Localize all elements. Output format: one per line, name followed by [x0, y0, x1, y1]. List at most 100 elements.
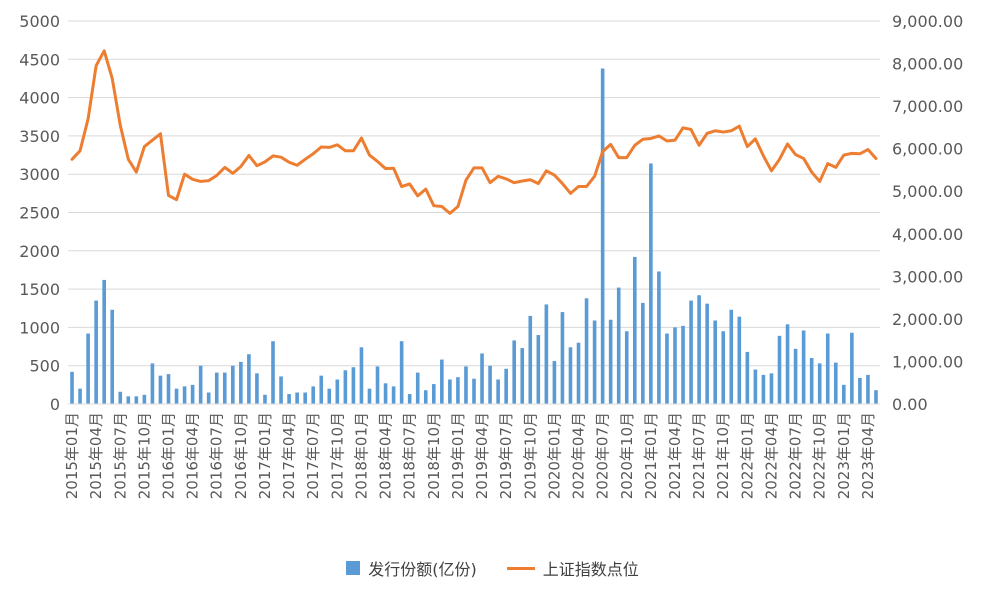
x-axis: 2015年01月 2015年04月 2015年07月 2015年10月 2016年01月…: [63, 403, 880, 499]
bar: [319, 375, 324, 404]
x-tick-label: 2019年04月: [473, 412, 491, 499]
bar: [343, 370, 348, 404]
bar: [793, 348, 798, 404]
bar: [536, 335, 541, 404]
x-tick-label: 2022年10月: [811, 412, 829, 499]
bar-series: [70, 68, 878, 404]
left-tick-label: 0: [50, 395, 60, 414]
bar: [496, 379, 500, 404]
bar: [198, 365, 203, 404]
bar: [737, 316, 742, 404]
bar: [777, 335, 782, 404]
bar: [464, 366, 468, 404]
bar: [560, 312, 565, 404]
bar: [769, 373, 774, 404]
legend-item-bar[interactable]: 发行份额(亿份): [346, 556, 477, 580]
bar: [858, 377, 862, 404]
bar: [456, 377, 460, 404]
bar: [375, 366, 380, 404]
bar: [70, 371, 74, 404]
x-tick-label: 2015年07月: [111, 412, 129, 499]
left-tick-label: 2500: [19, 204, 60, 223]
x-tick-label: 2020年10月: [618, 412, 636, 499]
bar: [544, 304, 549, 404]
bar: [431, 384, 436, 404]
bar: [271, 341, 275, 404]
bar: [504, 368, 508, 404]
bar: [247, 354, 251, 404]
bar: [150, 363, 155, 404]
x-tick-label: 2022年07月: [787, 412, 805, 499]
bar: [214, 372, 219, 404]
x-tick-label: 2020年01月: [545, 412, 563, 499]
bar: [279, 376, 283, 404]
bar: [174, 388, 179, 404]
left-tick-label: 1000: [19, 318, 60, 337]
bar: [850, 332, 854, 404]
right-tick-label: 6,000.00: [892, 140, 963, 159]
bar: [440, 359, 444, 404]
bar: [705, 303, 709, 404]
bar: [785, 324, 790, 404]
bar: [753, 369, 758, 404]
x-tick-label: 2021年04月: [666, 412, 684, 499]
x-tick-label: 2020年07月: [594, 412, 612, 499]
legend-item-line[interactable]: 上证指数点位: [506, 556, 639, 580]
bar: [86, 333, 90, 404]
legend-line-label: 上证指数点位: [542, 560, 639, 579]
x-tick-label: 2016年10月: [232, 412, 250, 499]
bar: [745, 351, 750, 404]
bar: [423, 390, 428, 404]
x-tick-label: 2021年01月: [642, 412, 660, 499]
left-axis: 0 500 1000 1500 2000 2500 3000 3500 4000 4500 5000: [19, 12, 60, 414]
bar: [359, 347, 364, 404]
line-series: [70, 49, 878, 215]
right-tick-label: 9,000.00: [892, 12, 963, 31]
bar: [448, 379, 452, 404]
bar: [351, 367, 356, 404]
x-tick-label: 2018年07月: [401, 412, 419, 499]
left-tick-label: 1500: [19, 280, 60, 299]
legend-bar-label: 发行份额(亿份): [368, 560, 477, 579]
bar: [78, 388, 82, 404]
x-tick-label: 2016年07月: [208, 412, 226, 499]
bar: [399, 341, 404, 404]
left-tick-label: 3000: [19, 165, 60, 184]
bar: [761, 374, 766, 404]
bar: [367, 388, 372, 404]
right-axis: 0.00 1,000.00 2,000.00 3,000.00 4,000.00 5,00…: [892, 12, 963, 414]
right-tick-label: 5,000.00: [892, 182, 963, 201]
x-tick-label: 2022年01月: [738, 412, 756, 499]
x-tick-label: 2017年10月: [328, 412, 346, 499]
bar: [568, 347, 573, 404]
bar: [681, 325, 685, 404]
bar: [520, 348, 525, 404]
bar: [383, 383, 388, 404]
x-tick-label: 2017年07月: [304, 412, 322, 499]
bar: [833, 362, 838, 404]
bar: [488, 365, 492, 404]
bar: [222, 372, 227, 404]
bar: [327, 388, 332, 404]
bar: [311, 386, 316, 404]
legend: 发行份额(亿份) 上证指数点位: [0, 556, 985, 580]
bar: [142, 394, 147, 404]
x-tick-label: 2018年01月: [352, 412, 370, 499]
x-tick-label: 2015年10月: [135, 412, 153, 499]
right-tick-label: 8,000.00: [892, 55, 963, 74]
bar: [335, 379, 340, 404]
bar: [472, 378, 476, 404]
bar: [110, 309, 115, 404]
gridlines: [68, 20, 880, 405]
bar: [600, 68, 605, 404]
bar: [287, 394, 291, 404]
x-tick-label: 2021年07月: [690, 412, 708, 499]
bar: [729, 309, 734, 404]
bar: [134, 396, 139, 404]
bar: [552, 361, 557, 404]
legend-line-swatch: [506, 566, 535, 570]
x-tick-label: 2015年04月: [87, 412, 105, 499]
bar: [641, 302, 645, 404]
bar: [206, 392, 211, 404]
